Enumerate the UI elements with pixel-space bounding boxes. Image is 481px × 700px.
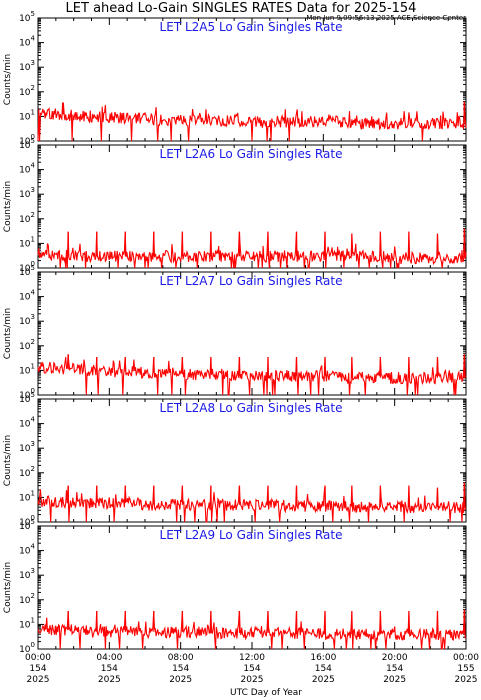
x-tick-doy-label: 154 (29, 664, 46, 674)
y-tick-label: 105 (19, 391, 35, 405)
x-tick-year-label: 2025 (27, 675, 50, 685)
panel-title: LET L2A6 Lo Gain Singles Rate (160, 147, 343, 161)
y-tick-label: 104 (19, 543, 35, 557)
x-tick-doy-label: 155 (457, 664, 474, 674)
series-line (37, 482, 467, 523)
plot-frame (37, 144, 467, 269)
x-tick-year-label: 2025 (98, 675, 121, 685)
panel-title: LET L2A9 Lo Gain Singles Rate (160, 528, 343, 542)
series-line (37, 101, 467, 142)
figure-title: LET ahead Lo-Gain SINGLES RATES Data for… (66, 1, 417, 16)
y-tick-label: 103 (19, 440, 35, 454)
panel-1: 100 101 102 103 104 105 Counts/min LET L2A5 Lo … (3, 10, 467, 147)
panel-5: 100 101 102 103 104 105 Counts/min LET L2A9 Lo … (3, 518, 467, 655)
x-tick-year-label: 2025 (241, 675, 264, 685)
y-axis-label: Counts/min (3, 54, 13, 105)
y-tick-label: 101 (19, 235, 35, 249)
x-tick-time-label: 04:00 (96, 653, 122, 663)
y-tick-label: 105 (19, 10, 35, 24)
y-tick-label: 101 (19, 108, 35, 122)
x-tick-doy-label: 154 (243, 664, 260, 674)
series-line (37, 354, 467, 396)
y-tick-label: 103 (19, 313, 35, 327)
y-tick-label: 104 (19, 289, 35, 303)
y-tick-label: 102 (19, 465, 35, 479)
y-tick-label: 100 (19, 641, 35, 655)
x-tick-time-label: 00:00 (453, 653, 479, 663)
x-tick-doy-label: 154 (386, 664, 403, 674)
y-tick-label: 105 (19, 518, 35, 532)
x-tick-time-label: 12:00 (239, 653, 265, 663)
x-tick-doy-label: 154 (101, 664, 118, 674)
x-tick-time-label: 08:00 (168, 653, 194, 663)
y-tick-label: 103 (19, 59, 35, 73)
x-tick-year-label: 2025 (383, 675, 406, 685)
time-axis-labels: 00:00154202504:00154202508:00154202512:0… (25, 653, 479, 685)
y-tick-label: 101 (19, 489, 35, 503)
series-line (37, 228, 467, 269)
y-tick-label: 105 (19, 137, 35, 151)
panel-2: 100 101 102 103 104 105 Counts/min LET L2A6 Lo … (3, 137, 467, 274)
y-tick-label: 102 (19, 592, 35, 606)
y-tick-label: 100 (19, 133, 35, 147)
x-tick-year-label: 2025 (169, 675, 192, 685)
panel-title: LET L2A5 Lo Gain Singles Rate (160, 20, 343, 34)
y-axis-label: Counts/min (3, 435, 13, 486)
y-tick-label: 100 (19, 387, 35, 401)
y-tick-label: 104 (19, 162, 35, 176)
y-tick-label: 105 (19, 264, 35, 278)
x-tick-time-label: 16:00 (310, 653, 336, 663)
x-tick-year-label: 2025 (312, 675, 335, 685)
panel-4: 100 101 102 103 104 105 Counts/min LET L2A8 Lo … (3, 391, 467, 528)
panel-3: 100 101 102 103 104 105 Counts/min LET L2A7 Lo … (3, 264, 467, 401)
x-axis-label: UTC Day of Year (230, 688, 302, 698)
panels: 100 101 102 103 104 105 Counts/min LET L2A5 Lo … (3, 10, 467, 655)
y-tick-label: 104 (19, 35, 35, 49)
y-tick-label: 100 (19, 260, 35, 274)
x-tick-year-label: 2025 (455, 675, 478, 685)
y-tick-label: 102 (19, 84, 35, 98)
y-tick-label: 103 (19, 567, 35, 581)
x-tick-time-label: 00:00 (25, 653, 51, 663)
y-tick-label: 104 (19, 416, 35, 430)
series-line (37, 609, 467, 650)
y-tick-label: 101 (19, 362, 35, 376)
y-tick-label: 101 (19, 616, 35, 630)
panel-title: LET L2A7 Lo Gain Singles Rate (160, 274, 343, 288)
y-axis-label: Counts/min (3, 308, 13, 359)
y-axis-label: Counts/min (3, 562, 13, 613)
y-axis-label: Counts/min (3, 181, 13, 232)
y-tick-label: 102 (19, 338, 35, 352)
y-tick-label: 100 (19, 514, 35, 528)
panel-title: LET L2A8 Lo Gain Singles Rate (160, 401, 343, 415)
x-tick-doy-label: 154 (315, 664, 332, 674)
y-tick-label: 102 (19, 211, 35, 225)
x-tick-time-label: 20:00 (382, 653, 408, 663)
x-tick-doy-label: 154 (172, 664, 189, 674)
y-tick-label: 103 (19, 186, 35, 200)
